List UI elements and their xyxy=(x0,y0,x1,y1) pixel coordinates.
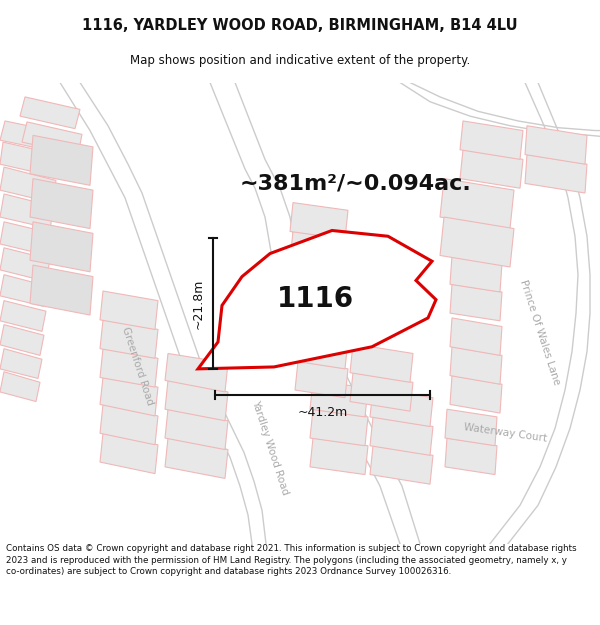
Text: Contains OS data © Crown copyright and database right 2021. This information is : Contains OS data © Crown copyright and d… xyxy=(6,544,577,576)
Polygon shape xyxy=(450,318,502,356)
Polygon shape xyxy=(525,154,587,193)
Polygon shape xyxy=(450,256,502,292)
Text: Map shows position and indicative extent of the property.: Map shows position and indicative extent… xyxy=(130,54,470,67)
Polygon shape xyxy=(30,136,93,186)
Polygon shape xyxy=(290,231,348,268)
Polygon shape xyxy=(0,167,56,202)
Polygon shape xyxy=(350,372,413,411)
Polygon shape xyxy=(100,349,158,387)
Polygon shape xyxy=(165,409,228,449)
Polygon shape xyxy=(100,291,158,329)
Text: 1116, YARDLEY WOOD ROAD, BIRMINGHAM, B14 4LU: 1116, YARDLEY WOOD ROAD, BIRMINGHAM, B14… xyxy=(82,18,518,33)
Polygon shape xyxy=(22,122,82,154)
Polygon shape xyxy=(0,349,42,379)
Polygon shape xyxy=(0,372,40,401)
Polygon shape xyxy=(0,248,50,281)
Polygon shape xyxy=(0,324,44,356)
Polygon shape xyxy=(445,409,497,446)
Polygon shape xyxy=(460,150,523,188)
Text: Waterway Court: Waterway Court xyxy=(463,422,547,444)
Polygon shape xyxy=(295,332,348,369)
Polygon shape xyxy=(290,202,348,239)
Polygon shape xyxy=(100,404,158,445)
Polygon shape xyxy=(30,222,93,272)
Polygon shape xyxy=(20,97,80,129)
Polygon shape xyxy=(450,376,502,413)
Polygon shape xyxy=(165,438,228,478)
Polygon shape xyxy=(460,121,523,159)
Text: ~21.8m: ~21.8m xyxy=(192,278,205,329)
Polygon shape xyxy=(370,446,433,484)
Polygon shape xyxy=(0,194,54,229)
Polygon shape xyxy=(440,179,514,229)
Polygon shape xyxy=(0,121,60,152)
Polygon shape xyxy=(100,378,158,416)
Text: Prince Of Wales Lane: Prince Of Wales Lane xyxy=(518,279,562,386)
Polygon shape xyxy=(310,409,368,446)
Polygon shape xyxy=(0,142,58,177)
Text: Yardley Wood Road: Yardley Wood Road xyxy=(250,399,290,496)
Polygon shape xyxy=(445,438,497,474)
Text: ~41.2m: ~41.2m xyxy=(298,406,347,419)
Text: 1116: 1116 xyxy=(277,285,353,312)
Polygon shape xyxy=(165,381,228,421)
Polygon shape xyxy=(0,275,48,306)
Polygon shape xyxy=(450,347,502,384)
Polygon shape xyxy=(350,344,413,382)
Polygon shape xyxy=(100,433,158,474)
Polygon shape xyxy=(440,217,514,267)
Polygon shape xyxy=(165,354,228,392)
Polygon shape xyxy=(370,388,433,426)
Polygon shape xyxy=(370,417,433,456)
Polygon shape xyxy=(0,301,46,331)
Polygon shape xyxy=(30,265,93,315)
Polygon shape xyxy=(0,222,52,256)
Polygon shape xyxy=(525,126,587,164)
Polygon shape xyxy=(310,438,368,474)
Polygon shape xyxy=(450,284,502,321)
Text: ~381m²/~0.094ac.: ~381m²/~0.094ac. xyxy=(239,173,471,193)
Polygon shape xyxy=(198,231,436,369)
Polygon shape xyxy=(310,381,368,417)
Polygon shape xyxy=(30,179,93,229)
Polygon shape xyxy=(0,82,600,544)
Text: Greenford Road: Greenford Road xyxy=(121,326,155,406)
Polygon shape xyxy=(295,361,348,398)
Polygon shape xyxy=(100,320,158,358)
